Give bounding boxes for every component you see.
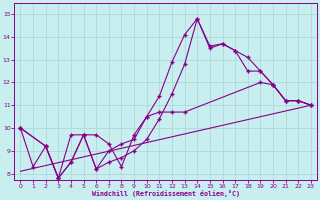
X-axis label: Windchill (Refroidissement éolien,°C): Windchill (Refroidissement éolien,°C) xyxy=(92,190,240,197)
